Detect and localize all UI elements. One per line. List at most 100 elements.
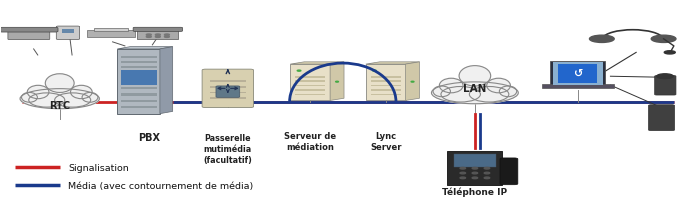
Ellipse shape	[500, 86, 517, 97]
Polygon shape	[366, 62, 420, 65]
Text: Passerelle
mutimédia
(facultatif): Passerelle mutimédia (facultatif)	[203, 133, 252, 164]
Circle shape	[484, 168, 490, 169]
Text: PBX: PBX	[138, 132, 161, 142]
Text: Serveur de
médiation: Serveur de médiation	[284, 131, 336, 151]
Ellipse shape	[459, 66, 491, 86]
Ellipse shape	[441, 87, 480, 103]
Ellipse shape	[469, 87, 508, 103]
Polygon shape	[406, 62, 420, 101]
Bar	[121, 62, 156, 64]
Polygon shape	[330, 62, 344, 101]
Circle shape	[146, 35, 152, 36]
Circle shape	[664, 51, 675, 55]
Ellipse shape	[28, 86, 49, 99]
Bar	[558, 65, 597, 83]
FancyBboxPatch shape	[137, 31, 178, 40]
Bar	[371, 94, 401, 95]
FancyBboxPatch shape	[0, 28, 58, 33]
Bar	[121, 57, 156, 59]
Ellipse shape	[433, 86, 451, 97]
FancyBboxPatch shape	[655, 76, 676, 95]
Text: ↺: ↺	[573, 69, 582, 79]
Circle shape	[472, 168, 477, 169]
Circle shape	[657, 74, 673, 79]
Text: Téléphone IP: Téléphone IP	[442, 186, 507, 196]
Bar	[295, 94, 325, 95]
Polygon shape	[290, 62, 344, 65]
Circle shape	[472, 177, 477, 179]
FancyBboxPatch shape	[366, 65, 406, 101]
Circle shape	[590, 36, 614, 43]
Circle shape	[651, 36, 676, 43]
Text: Média (avec contournement de média): Média (avec contournement de média)	[68, 181, 253, 190]
Bar	[121, 67, 156, 69]
Circle shape	[460, 172, 466, 174]
Bar	[553, 63, 603, 85]
Bar	[371, 85, 401, 87]
Ellipse shape	[431, 82, 518, 104]
FancyBboxPatch shape	[447, 151, 502, 185]
Bar	[121, 87, 156, 90]
Bar	[295, 90, 325, 91]
FancyBboxPatch shape	[542, 84, 614, 89]
Bar	[210, 86, 246, 88]
Circle shape	[373, 71, 376, 72]
Circle shape	[472, 172, 477, 174]
FancyBboxPatch shape	[94, 29, 128, 31]
Ellipse shape	[440, 79, 463, 93]
FancyBboxPatch shape	[202, 70, 254, 108]
Bar	[121, 100, 156, 102]
Bar	[371, 81, 401, 83]
Circle shape	[411, 82, 414, 83]
FancyBboxPatch shape	[648, 105, 675, 131]
Bar	[295, 81, 325, 83]
FancyBboxPatch shape	[8, 29, 50, 40]
Circle shape	[146, 37, 152, 38]
Bar	[210, 98, 246, 100]
Circle shape	[165, 37, 169, 38]
Text: LAN: LAN	[463, 84, 486, 94]
Text: RTC: RTC	[49, 100, 70, 110]
FancyBboxPatch shape	[216, 86, 240, 98]
Text: Lync
Server: Lync Server	[370, 131, 402, 151]
Bar	[371, 90, 401, 91]
Bar	[210, 92, 246, 94]
Ellipse shape	[29, 93, 65, 108]
Ellipse shape	[70, 86, 92, 99]
FancyBboxPatch shape	[133, 28, 183, 32]
Circle shape	[165, 35, 169, 36]
FancyBboxPatch shape	[551, 61, 605, 87]
Circle shape	[156, 35, 161, 36]
Bar	[295, 85, 325, 87]
FancyBboxPatch shape	[500, 158, 518, 185]
Circle shape	[484, 177, 490, 179]
Bar	[371, 77, 401, 78]
Bar	[121, 107, 156, 109]
Bar	[210, 81, 246, 82]
FancyBboxPatch shape	[117, 50, 160, 114]
Circle shape	[460, 177, 466, 179]
Bar	[93, 33, 130, 34]
FancyBboxPatch shape	[88, 31, 135, 38]
Polygon shape	[160, 48, 173, 114]
Ellipse shape	[45, 74, 74, 93]
Bar	[62, 30, 74, 34]
Text: Signalisation: Signalisation	[68, 163, 129, 172]
Circle shape	[297, 71, 301, 72]
Circle shape	[156, 37, 161, 38]
Ellipse shape	[20, 89, 99, 109]
Bar	[295, 77, 325, 78]
Bar	[121, 71, 156, 85]
Polygon shape	[117, 48, 173, 50]
Ellipse shape	[54, 93, 91, 108]
FancyBboxPatch shape	[290, 65, 330, 101]
Bar	[121, 94, 156, 96]
Circle shape	[336, 82, 338, 83]
Ellipse shape	[486, 79, 511, 93]
Bar	[454, 155, 496, 167]
Circle shape	[484, 172, 490, 174]
FancyBboxPatch shape	[56, 27, 80, 40]
Circle shape	[460, 168, 466, 169]
Ellipse shape	[82, 93, 98, 103]
Ellipse shape	[21, 93, 37, 103]
